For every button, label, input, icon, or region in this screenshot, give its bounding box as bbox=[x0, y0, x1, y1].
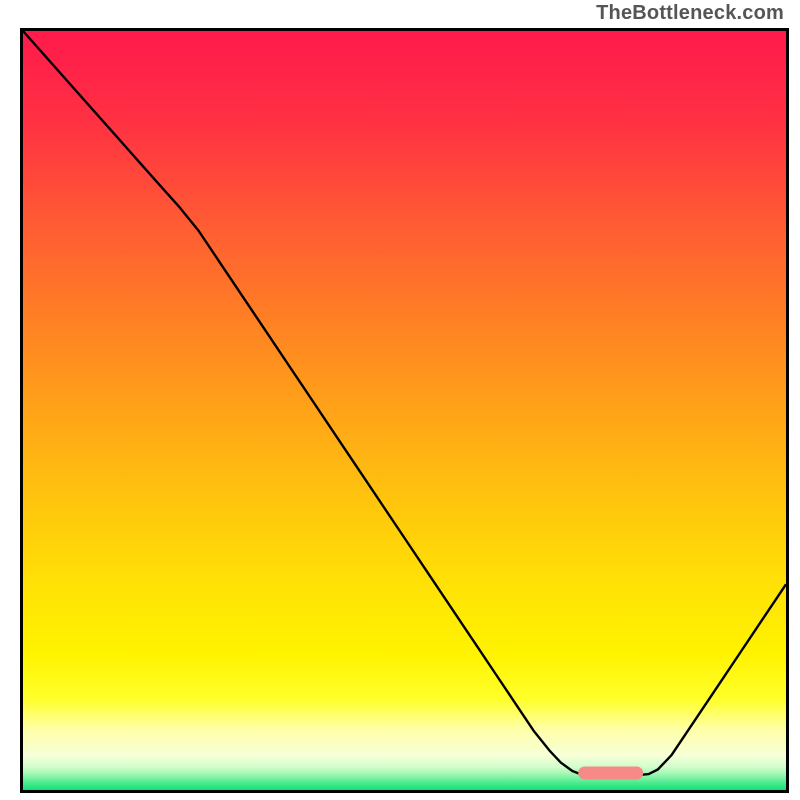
chart-container: TheBottleneck.com bbox=[0, 0, 800, 800]
watermark-text: TheBottleneck.com bbox=[596, 2, 784, 25]
plot-frame-border bbox=[20, 28, 789, 793]
